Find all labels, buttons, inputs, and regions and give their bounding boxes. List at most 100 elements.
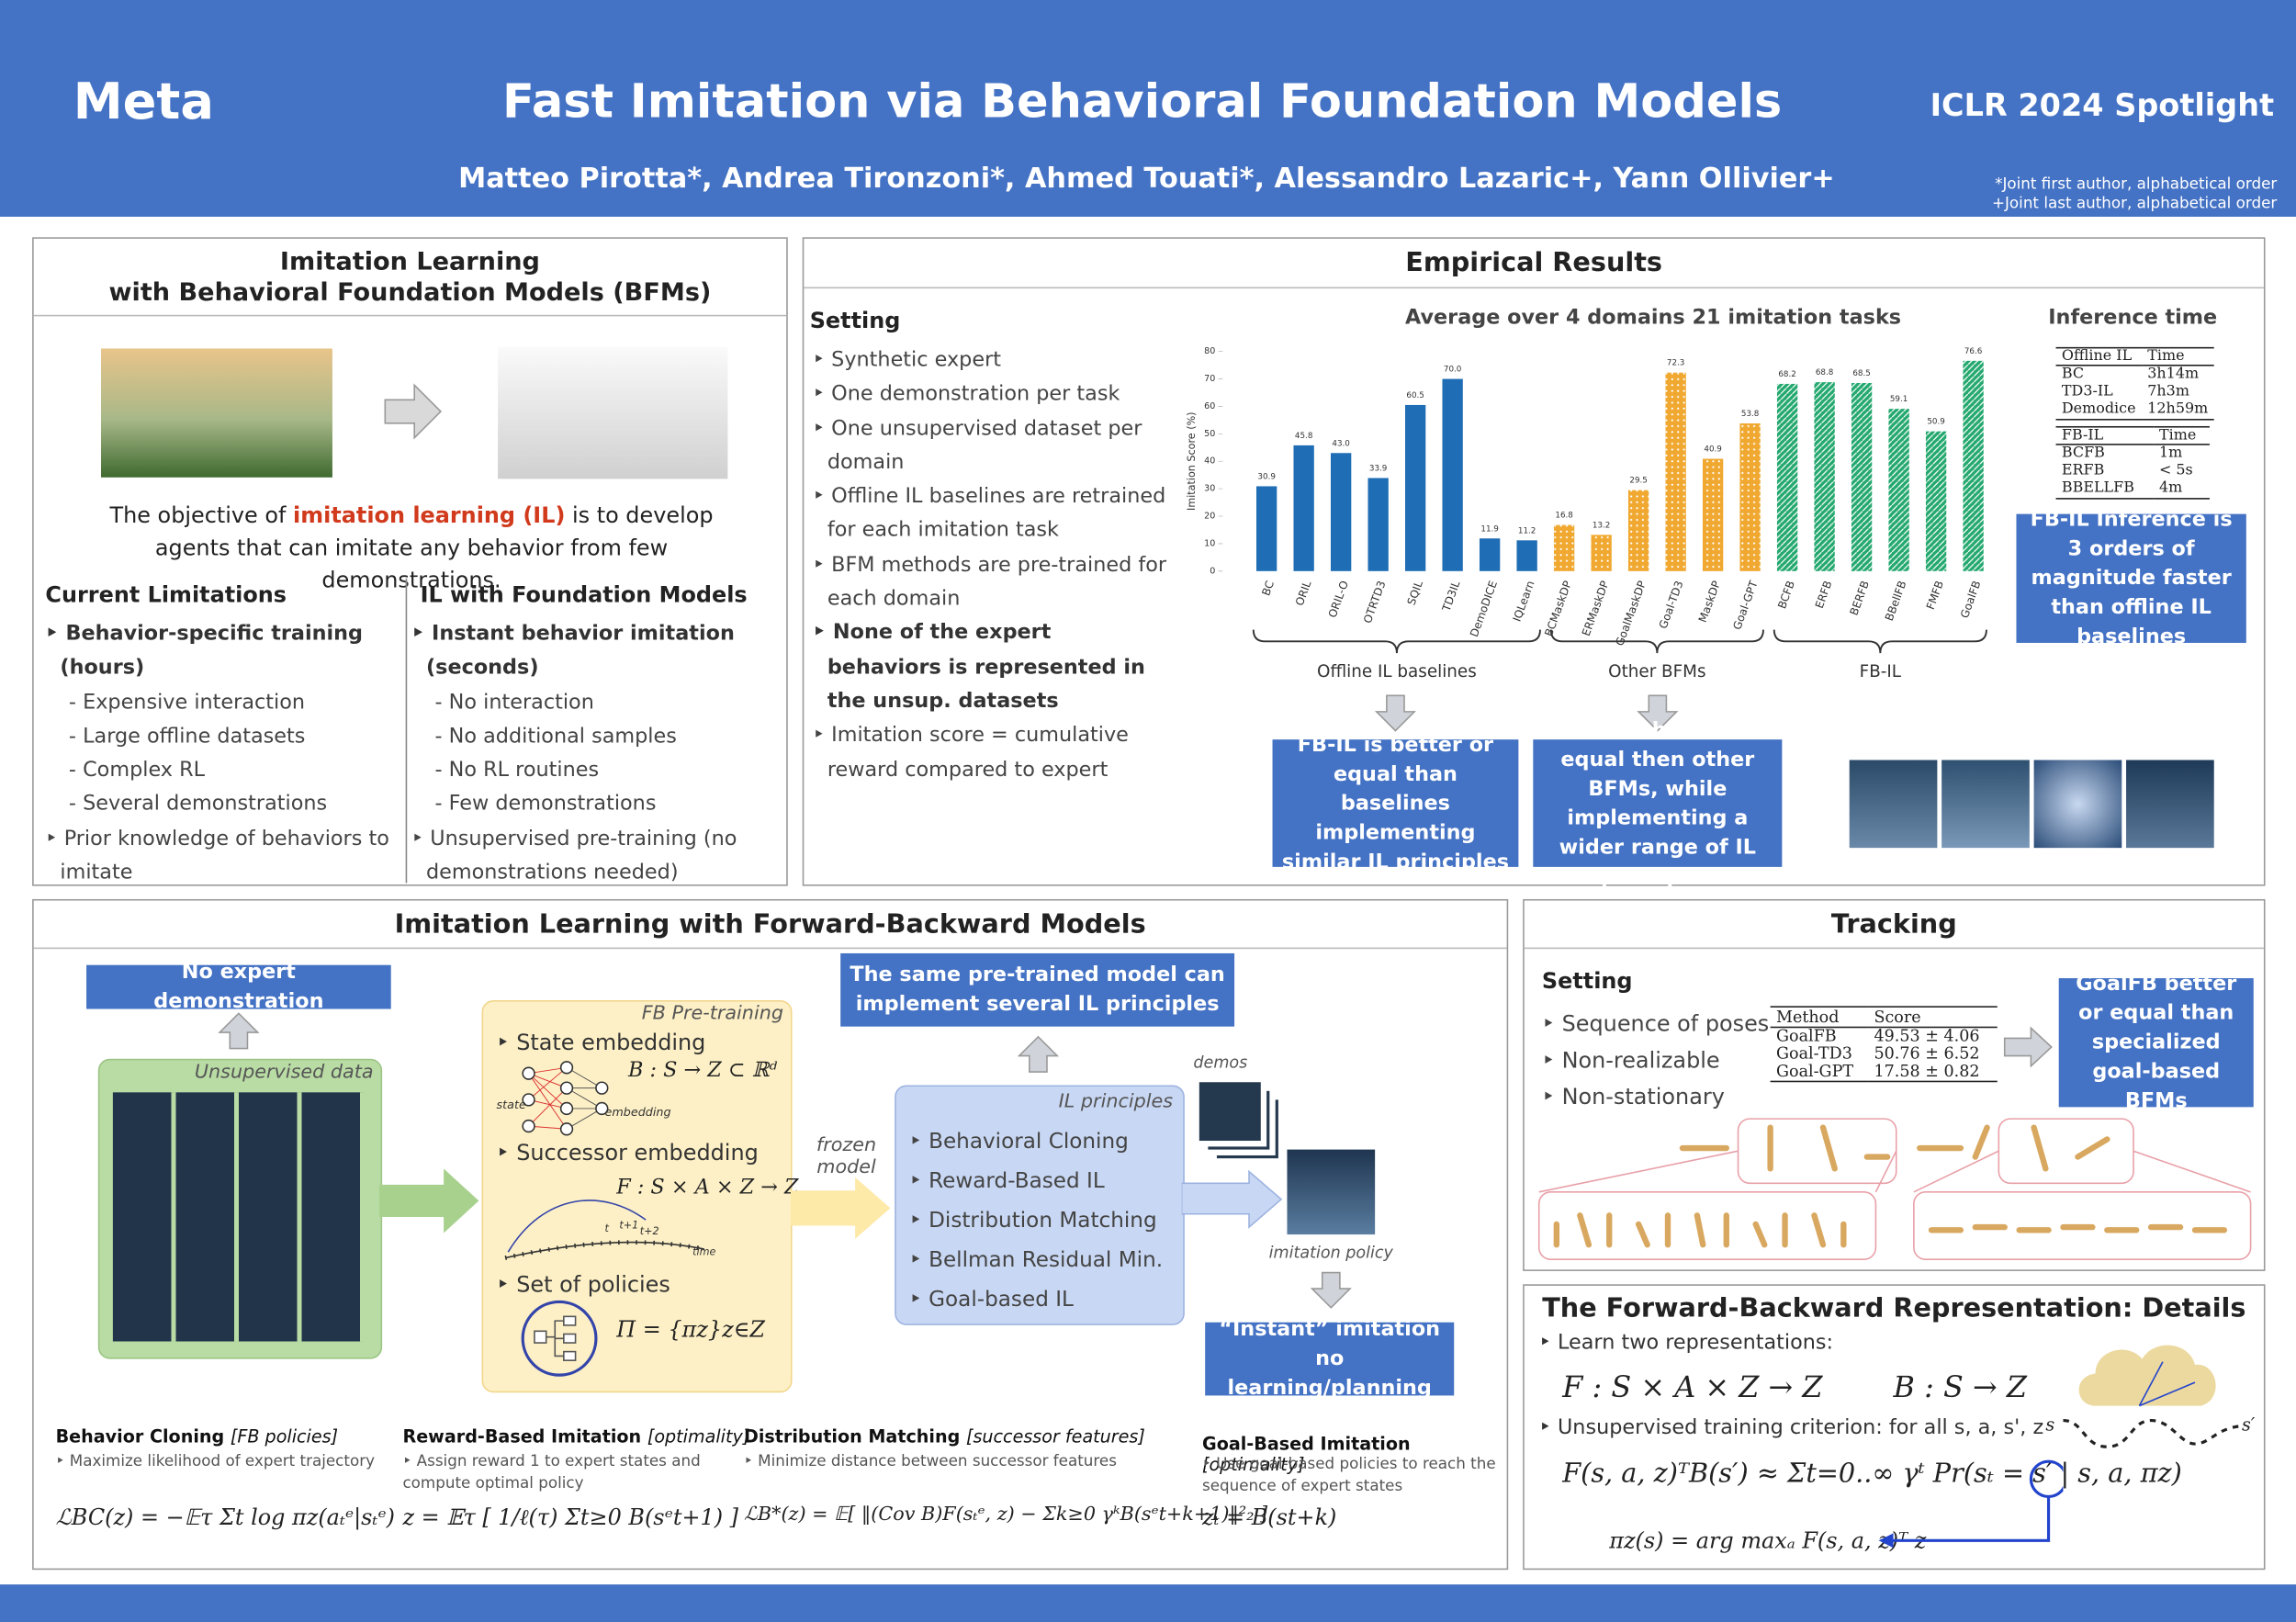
method-title: Behavior Cloning [FB policies] [56, 1426, 338, 1447]
x-tick-label: SQIL [1405, 579, 1426, 607]
callout: The same pre-trained model can implement… [840, 952, 1235, 1027]
table-cell: GoalFB [1775, 1026, 1837, 1046]
item: ‣ Unsupervised training criterion: for a… [1538, 1415, 2044, 1440]
x-tick-label: BBellFB [1883, 579, 1909, 622]
method-tag: [optimality] [647, 1425, 750, 1447]
table-row: Offline IL Time [2055, 346, 2214, 366]
arrow [1375, 694, 1416, 732]
inference-title: Inference time [2048, 306, 2218, 330]
principles-box [895, 1085, 1185, 1325]
table-row: Demodice 12h59m [2055, 400, 2214, 421]
table-cell: ERFB [2061, 462, 2105, 479]
arrow [378, 1168, 479, 1233]
list-item: ‣ Offline IL baselines are retrained for… [812, 485, 1166, 543]
table-cell: Goal-TD3 [1775, 1043, 1852, 1064]
method-formula: ℒB*(z) = 𝔼[ ‖(Cov B)F(sₜᵉ, z) − Σk≥0 γᵏB… [743, 1504, 1268, 1526]
panel-title: Empirical Results [1405, 247, 1663, 278]
title: Fast Imitation via Behavioral Foundation… [501, 73, 1783, 130]
policy-image [1287, 1149, 1376, 1235]
divider [33, 314, 787, 317]
list-item: - Several demonstrations [68, 793, 328, 817]
pose-strips [1537, 1118, 2252, 1260]
x-tick-label: IQLearn [1511, 579, 1537, 623]
details-panel: The Forward-Backward Representation: Det… [1523, 1284, 2266, 1571]
table: Method Score GoalFB 49.53 ± 4.06 Goal-TD3 50.… [1770, 1006, 1998, 1083]
results-panel: Empirical Results Setting ‣ Synthetic ex… [802, 237, 2266, 888]
table-cell: Goal-GPT [1770, 1063, 1869, 1083]
bar [1255, 486, 1277, 571]
list-item: - Few demonstrations [434, 793, 657, 817]
bar [1702, 458, 1724, 571]
bar [1665, 372, 1686, 571]
table-cell: 12h59m [2141, 400, 2214, 421]
list-item: ‣ One demonstration per task [812, 382, 1120, 407]
list: ‣ Behavioral Cloning ‣ Reward-Based IL ‣ D… [909, 1123, 1182, 1321]
inference-tables: Offline IL Time BC 3h14m TD3-IL 7h3m Demodice 1… [2055, 346, 2214, 505]
footer-band [0, 1584, 2296, 1622]
table-cell: BC [2061, 366, 2085, 383]
value-label: 13.2 [1593, 521, 1610, 530]
objective: The objective of imitation learning (IL)… [78, 500, 746, 596]
bar [1739, 422, 1761, 571]
x-tick-label: ERFB [1813, 579, 1835, 610]
table-row: BCFB 1m [2056, 445, 2210, 463]
formula: Π = {πz}z∈Z [616, 1316, 766, 1344]
unsup-label: Unsupervised data [194, 1061, 374, 1084]
list-item: - Expensive interaction [68, 690, 306, 715]
nn-label: state [496, 1098, 526, 1112]
list-item: ‣ Behavioral Cloning [909, 1130, 1129, 1155]
frozen-label: frozen model [810, 1135, 884, 1179]
method-title: Reward-Based Imitation [optimality] [402, 1426, 749, 1447]
table-cell: 4m [2153, 479, 2210, 500]
curve-label: t+1 [619, 1220, 639, 1232]
objective-highlight: imitation learning (IL) [293, 501, 566, 529]
demos-label: demos [1193, 1053, 1248, 1073]
table-row: Goal-GPT 17.58 ± 0.82 [1770, 1063, 1998, 1083]
x-tick-label: BERFB [1847, 579, 1872, 617]
list-item: ‣ Reward-Based IL [909, 1169, 1105, 1194]
table: Offline IL Time BC 3h14m TD3-IL 7h3m Demodice 1… [2055, 346, 2214, 421]
panel-title: Imitation Learning with Forward-Backward… [394, 909, 1146, 941]
nn-label: embedding [604, 1105, 671, 1120]
formula: F : S × A × Z → Z [1562, 1369, 1823, 1405]
curve-icon [504, 1200, 705, 1260]
title-line: Imitation Learning [279, 247, 540, 277]
domain-image [1941, 760, 2030, 849]
table-cell: < 5s [2158, 462, 2193, 479]
table-cell: TD3-IL [2061, 383, 2113, 400]
list: ‣ Synthetic expert ‣ One demonstration pe… [813, 344, 1172, 788]
x-tick-label: ORIL [1293, 579, 1314, 607]
table-row: GoalFB 49.53 ± 4.06 [1771, 1027, 1998, 1045]
motion-grid [112, 1092, 366, 1342]
callout: FB-IL is better or equal then other BFMs… [1533, 718, 1783, 888]
runner-photo [101, 348, 332, 478]
x-tick-label: BCFB [1775, 579, 1797, 610]
bar [1293, 445, 1314, 571]
callout: FB-IL Inference is 3 orders of magnitude… [2016, 508, 2246, 648]
bar [1963, 360, 1984, 571]
list: ‣ Behavior-specific training (hours) - Ex… [45, 618, 397, 891]
tracking-panel: Tracking Setting ‣ Sequence of poses ‣ No… [1523, 898, 2266, 1271]
method-tag: [successor features] [965, 1425, 1145, 1447]
arrow [1637, 694, 1679, 732]
pretrain-box [481, 999, 793, 1393]
principles-label: IL principles [1058, 1090, 1174, 1113]
value-label: 29.5 [1629, 477, 1647, 486]
y-tick-label: 20 [1204, 512, 1215, 522]
table-row: Goal-TD3 50.76 ± 6.52 [1771, 1045, 1998, 1063]
objective-text: is to develop agents that can imitate an… [154, 501, 714, 593]
method-title: Distribution Matching [successor feature… [744, 1426, 1145, 1447]
bar [1553, 524, 1575, 571]
arrow [384, 383, 443, 440]
panel-title: The Forward-Backward Representation: Det… [1542, 1292, 2246, 1324]
method-desc: ‣ Assign reward 1 to expert states and c… [402, 1452, 701, 1492]
notes: *Joint first author, alphabetical order +… [1904, 175, 2277, 213]
panel-title: Tracking [1830, 909, 1957, 941]
x-tick-label: OTRTD3 [1361, 579, 1389, 625]
value-label: 30.9 [1257, 472, 1275, 481]
item: ‣ State embedding [496, 1029, 706, 1056]
method-name: Reward-Based Imitation [402, 1425, 642, 1447]
formula: B : S → Z [1893, 1369, 2028, 1405]
objective-text: The objective of [109, 501, 294, 529]
